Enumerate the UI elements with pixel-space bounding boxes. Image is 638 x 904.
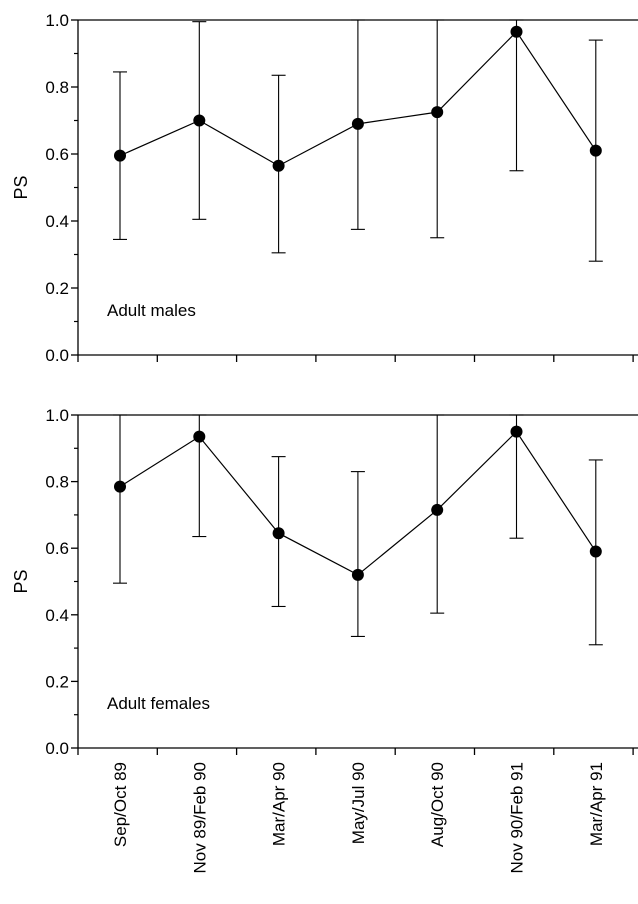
x-category-label: May/Jul 90 (349, 762, 368, 844)
y-tick-label: 0.0 (45, 739, 69, 758)
y-tick-label: 0.8 (45, 78, 69, 97)
data-point (114, 480, 126, 493)
y-tick-label: 0.2 (45, 672, 69, 691)
data-point (193, 114, 206, 127)
data-point (272, 159, 285, 172)
panel-2: 0.0 0.2 0.4 0.6 0.8 1.0 PS Adult females Sep/Oct… (11, 406, 638, 874)
data-point (193, 430, 206, 443)
data-point (272, 527, 285, 540)
panel-annotation: Adult males (107, 301, 196, 320)
x-category-label: Aug/Oct 90 (428, 762, 447, 847)
data-point (589, 144, 602, 157)
y-tick-label: 0.4 (45, 212, 69, 231)
x-category-label: Sep/Oct 89 (111, 762, 130, 847)
error-bar (430, 19, 445, 239)
data-point (114, 149, 126, 162)
data-point (589, 545, 602, 558)
panel-1: 0.0 0.2 0.4 0.6 0.8 1.0 PS Adult males (11, 11, 638, 365)
error-bar (113, 414, 127, 584)
y-tick-label: 1.0 (45, 406, 69, 425)
y-axis-title: PS (11, 569, 31, 593)
data-point (510, 25, 523, 38)
data-point (431, 503, 444, 516)
y-tick-label: 0.6 (45, 539, 69, 558)
error-bar (509, 19, 524, 172)
y-tick-label: 0.6 (45, 145, 69, 164)
y-tick-label: 0.8 (45, 473, 69, 492)
y-tick-label: 1.0 (45, 11, 69, 30)
y-tick-label: 0.4 (45, 606, 69, 625)
data-point (351, 568, 364, 581)
x-category-label: Nov 89/Feb 90 (190, 762, 209, 874)
x-category-label: Mar/Apr 91 (587, 762, 606, 846)
y-tick-label: 0.0 (45, 346, 69, 365)
y-tick-label: 0.2 (45, 279, 69, 298)
y-axis-title: PS (11, 175, 31, 199)
data-point (510, 425, 523, 438)
x-category-label: Mar/Apr 90 (270, 762, 289, 846)
x-category-label: Nov 90/Feb 91 (508, 762, 527, 874)
error-bar (350, 471, 365, 637)
data-point (351, 117, 364, 130)
panel-annotation: Adult females (107, 694, 210, 713)
data-point (431, 106, 444, 119)
